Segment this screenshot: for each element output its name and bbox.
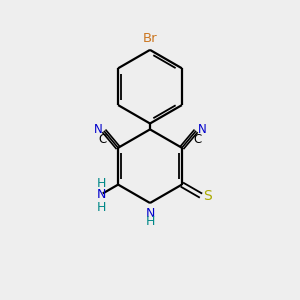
Text: C: C bbox=[98, 134, 107, 146]
Text: N: N bbox=[93, 123, 102, 136]
Text: H: H bbox=[97, 178, 106, 190]
Text: C: C bbox=[193, 134, 202, 146]
Text: S: S bbox=[203, 189, 212, 203]
Text: Br: Br bbox=[143, 32, 157, 45]
Text: H: H bbox=[97, 201, 106, 214]
Text: N: N bbox=[145, 207, 155, 220]
Text: N: N bbox=[198, 123, 207, 136]
Text: H: H bbox=[145, 215, 155, 228]
Text: N: N bbox=[97, 188, 106, 201]
